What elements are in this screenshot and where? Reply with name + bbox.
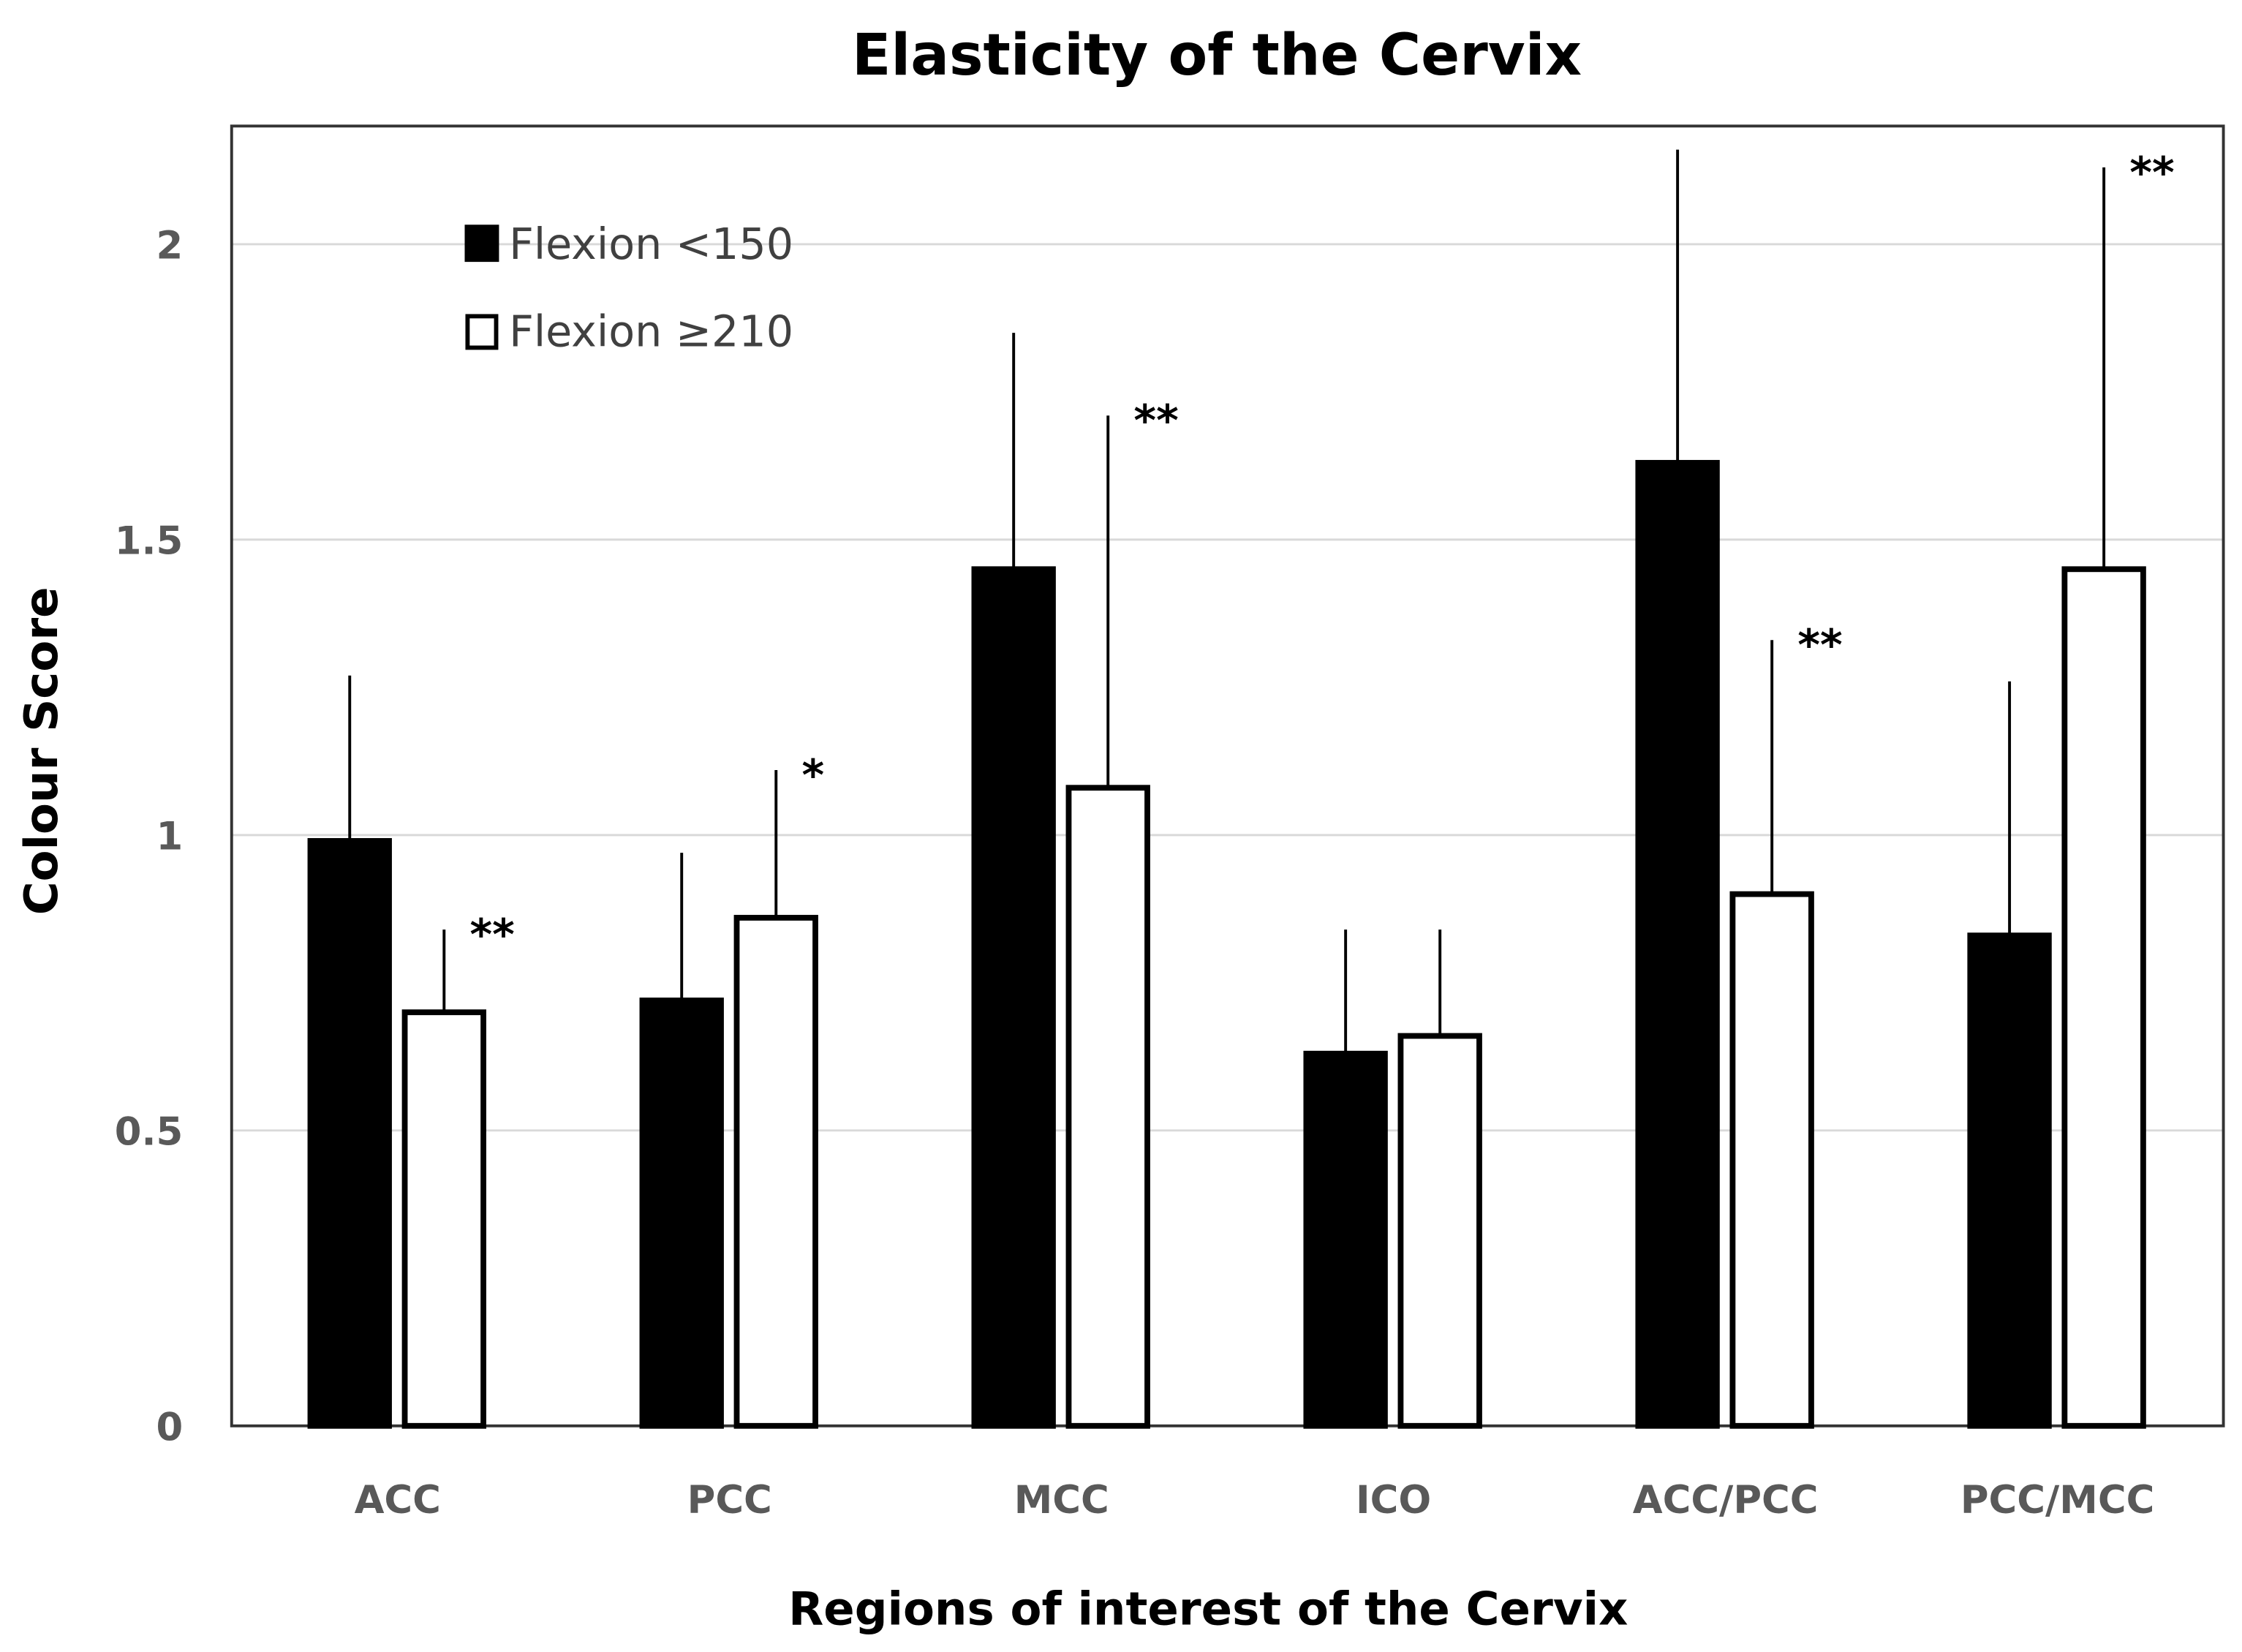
x-axis-label: Regions of interest of the Cervix xyxy=(788,1583,1628,1636)
bar-flexion-lt150 xyxy=(1635,459,1720,1429)
bar-flexion-lt150 xyxy=(971,566,1056,1429)
significance-marker: ** xyxy=(2129,148,2174,197)
chart-title: Elasticity of the Cervix xyxy=(852,22,1582,88)
x-tick-label: PCC/MCC xyxy=(1960,1478,2154,1523)
legend-swatch-flexion-lt150 xyxy=(464,225,499,263)
bar-flexion-lt150 xyxy=(1303,1050,1388,1429)
legend-label-flexion-lt150: Flexion <150 xyxy=(509,219,793,269)
y-tick-label: 0.5 xyxy=(115,1109,184,1154)
x-tick-label: MCC xyxy=(1014,1478,1109,1523)
x-tick-label: ACC/PCC xyxy=(1633,1478,1819,1523)
plot-area-border xyxy=(230,124,2225,1427)
legend: Flexion <150 Flexion ≥210 xyxy=(464,219,793,356)
bar-flexion-ge210 xyxy=(1729,891,1814,1429)
y-axis-label: Colour Score xyxy=(15,587,68,915)
bar-flexion-lt150 xyxy=(1967,932,2052,1429)
bar-flexion-ge210 xyxy=(2061,566,2146,1429)
y-tick-label: 0 xyxy=(156,1405,184,1449)
legend-label-flexion-ge210: Flexion ≥210 xyxy=(509,306,793,356)
y-tick-label: 2 xyxy=(156,223,184,268)
significance-marker: ** xyxy=(1797,621,1842,671)
x-tick-label: ACC xyxy=(355,1478,441,1523)
bar-flexion-ge210 xyxy=(1397,1033,1482,1429)
bar-flexion-lt150 xyxy=(307,838,392,1429)
x-tick-label: PCC xyxy=(687,1478,772,1523)
legend-swatch-flexion-ge210 xyxy=(465,314,499,350)
y-tick-label: 1 xyxy=(156,814,184,859)
bar-flexion-lt150 xyxy=(639,997,724,1429)
significance-marker: * xyxy=(801,750,824,800)
significance-marker: ** xyxy=(469,910,514,959)
significance-marker: ** xyxy=(1133,396,1178,446)
x-tick-label: ICO xyxy=(1356,1478,1431,1523)
bar-flexion-ge210 xyxy=(1065,785,1150,1429)
y-tick-label: 1.5 xyxy=(115,518,184,563)
bar-flexion-ge210 xyxy=(733,915,818,1429)
bar-flexion-ge210 xyxy=(401,1009,486,1429)
